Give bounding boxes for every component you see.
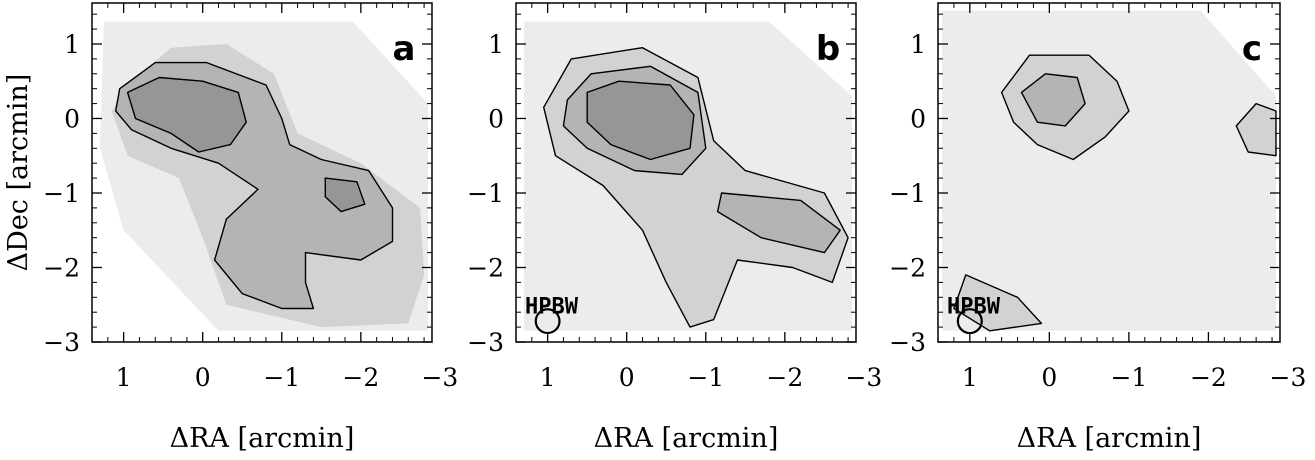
- y-tick-label: 1: [488, 30, 504, 59]
- x-tick-label: 1: [116, 363, 132, 392]
- y-tick-label: −2: [43, 253, 80, 282]
- emission-level-4-region-5: [586, 80, 695, 161]
- y-tick-label: −1: [467, 179, 504, 208]
- y-axis-label: ΔDec [arcmin]: [3, 74, 34, 272]
- plot-frame: [91, 2, 433, 343]
- panel-letter: a: [393, 29, 416, 69]
- panel-a: 1 0 −1 −2 −3 1 0 −1 −2 −3 ΔRA [arcmin] ΔDec [arcmin…: [3, 2, 458, 454]
- panel-letter: b: [816, 29, 840, 69]
- y-tick-label: −1: [889, 179, 926, 208]
- emission-map: [99, 21, 429, 331]
- x-tick-label: −1: [687, 363, 724, 392]
- emission-level-4-region-5: [324, 177, 366, 213]
- emission-level-1-region-1: [942, 10, 1276, 331]
- panel-b: 1 0 −1 −2 −3 1 0 −1 −2 −3 ΔRA [arcmin] b HPBW: [467, 2, 882, 454]
- hpbw-label: HPBW: [947, 295, 1001, 320]
- y-tick-label: 0: [488, 104, 504, 133]
- x-tick-label: 0: [1041, 363, 1057, 392]
- y-tick-label: −2: [467, 253, 504, 282]
- y-tick-label: −3: [467, 328, 504, 357]
- x-axis-label: ΔRA [arcmin]: [1017, 423, 1202, 454]
- emission-map: [523, 21, 852, 331]
- emission-level-3-region-3: [1020, 73, 1086, 127]
- x-tick-label: 1: [540, 363, 556, 392]
- x-tick-label: −1: [263, 363, 300, 392]
- x-tick-label: −2: [342, 363, 379, 392]
- x-tick-label: −2: [766, 363, 803, 392]
- y-tick-label: −2: [889, 253, 926, 282]
- x-axis-label: ΔRA [arcmin]: [170, 423, 355, 454]
- panel-c: 1 0 −1 −2 −3 1 0 −1 −2 −3 ΔRA [arcmin] c HPBW: [889, 2, 1307, 454]
- x-tick-label: −3: [1270, 363, 1307, 392]
- x-tick-label: −3: [845, 363, 882, 392]
- hpbw-label: HPBW: [525, 295, 579, 320]
- y-tick-label: −1: [43, 179, 80, 208]
- x-tick-label: −2: [1190, 363, 1227, 392]
- y-tick-label: 1: [910, 30, 926, 59]
- x-axis-label: ΔRA [arcmin]: [594, 423, 779, 454]
- y-tick-label: 0: [64, 104, 80, 133]
- y-tick-label: 0: [910, 104, 926, 133]
- emission-level-2-region-5: [953, 274, 1043, 332]
- emission-level-3-region-4: [716, 192, 841, 254]
- x-tick-label: 0: [619, 363, 635, 392]
- panel-letter: c: [1242, 29, 1262, 69]
- plot-frame: [515, 2, 857, 343]
- emission-map: [942, 10, 1277, 332]
- plot-frame: [937, 2, 1281, 343]
- x-tick-label: −3: [421, 363, 458, 392]
- beam-circle: [956, 308, 983, 335]
- y-tick-label: 1: [64, 30, 80, 59]
- y-tick-label: −3: [43, 328, 80, 357]
- x-tick-label: 1: [962, 363, 978, 392]
- y-tick-label: −3: [889, 328, 926, 357]
- x-tick-label: 0: [195, 363, 211, 392]
- beam-circle: [534, 308, 561, 335]
- x-tick-label: −1: [1110, 363, 1147, 392]
- emission-level-4-region-4: [126, 76, 247, 153]
